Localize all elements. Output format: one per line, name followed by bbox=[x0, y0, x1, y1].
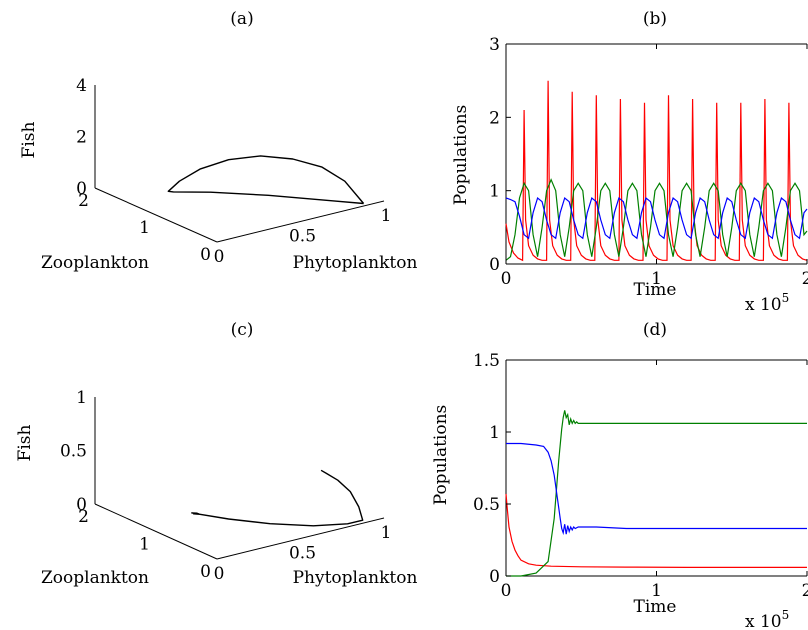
c-trajectory-0 bbox=[191, 469, 364, 527]
d-series-1 bbox=[506, 410, 807, 577]
panel-b-time-series: Populations Time x 105 0 1 2 0 1 2 3 bbox=[451, 35, 808, 315]
panel-d-x-multiplier: x 105 bbox=[745, 608, 789, 630]
a-y-tick-label: 1 bbox=[139, 218, 150, 238]
d-x-tick-label: 0 bbox=[501, 581, 512, 601]
panel-c-x-axis bbox=[216, 517, 385, 560]
panel-c-title: (c) bbox=[231, 320, 254, 340]
panel-c-x-label: Phytoplankton bbox=[293, 568, 418, 588]
b-y-tick-label: 3 bbox=[489, 35, 500, 55]
a-trajectory-0 bbox=[167, 155, 365, 205]
b-series-1 bbox=[505, 178, 808, 261]
panel-d-y-label: Populations bbox=[431, 405, 451, 506]
panel-b-x-multiplier: x 105 bbox=[745, 291, 789, 315]
c-z-tick-label: 1 bbox=[76, 388, 87, 408]
d-x-tick-label: 2 bbox=[802, 581, 808, 601]
d-y-tick-label: 0 bbox=[489, 567, 500, 587]
c-z-tick-label: 0.5 bbox=[60, 442, 87, 462]
a-x-tick-label: 1 bbox=[381, 206, 392, 226]
panel-a-y-label: Zooplankton bbox=[41, 253, 149, 273]
d-y-tick-label: 1 bbox=[489, 423, 500, 443]
panel-a-x-axis bbox=[216, 200, 385, 243]
panel-a-title: (a) bbox=[230, 9, 253, 29]
b-x-tick-label: 1 bbox=[651, 269, 662, 289]
panel-b-x-label: Time bbox=[634, 280, 677, 300]
a-z-tick-label: 4 bbox=[76, 76, 87, 96]
b-x-tick-label: 0 bbox=[501, 269, 512, 289]
panel-d-time-series: Populations Time x 105 0 1 2 0 0.5 1 1.5 bbox=[431, 351, 808, 630]
c-y-tick-label: 1 bbox=[139, 535, 150, 555]
panel-b-y-label: Populations bbox=[451, 105, 471, 206]
d-series-2 bbox=[506, 442, 807, 536]
c-x-tick-label: 1 bbox=[381, 523, 392, 543]
b-y-tick-label: 1 bbox=[489, 182, 500, 202]
b-x-tick-label: 2 bbox=[802, 269, 808, 289]
a-x-tick-label: 0.5 bbox=[289, 227, 316, 247]
a-x-tick-label: 0 bbox=[214, 247, 225, 267]
panel-b-title: (b) bbox=[643, 9, 667, 29]
panel-c-z-label: Fish bbox=[15, 424, 35, 461]
b-series-0 bbox=[505, 80, 808, 262]
panel-d-x-label: Time bbox=[634, 597, 677, 617]
panel-a-y-axis bbox=[94, 187, 218, 243]
a-z-tick-label: 0 bbox=[76, 179, 87, 199]
c-x-tick-label: 0 bbox=[214, 564, 225, 584]
c-z-tick-label: 0 bbox=[76, 495, 87, 515]
d-series-0 bbox=[505, 493, 807, 569]
c-y-tick-label: 0 bbox=[200, 562, 211, 582]
a-y-tick-label: 2 bbox=[78, 191, 89, 211]
d-x-tick-label: 1 bbox=[651, 581, 662, 601]
b-series-2 bbox=[505, 196, 808, 240]
a-y-tick-label: 0 bbox=[200, 245, 211, 265]
b-y-tick-label: 2 bbox=[489, 108, 500, 128]
b-y-tick-label: 0 bbox=[489, 255, 500, 275]
d-y-tick-label: 1.5 bbox=[473, 351, 500, 371]
c-y-tick-label: 2 bbox=[78, 507, 89, 527]
panel-d-title: (d) bbox=[643, 320, 667, 340]
panel-c-y-axis bbox=[94, 503, 218, 560]
c-x-tick-label: 0.5 bbox=[289, 544, 316, 564]
d-y-tick-label: 0.5 bbox=[473, 495, 500, 515]
panel-a-z-label: Fish bbox=[19, 121, 39, 158]
a-z-tick-label: 2 bbox=[76, 128, 87, 148]
panel-c-y-label: Zooplankton bbox=[41, 568, 149, 588]
panel-a-x-label: Phytoplankton bbox=[293, 253, 418, 273]
